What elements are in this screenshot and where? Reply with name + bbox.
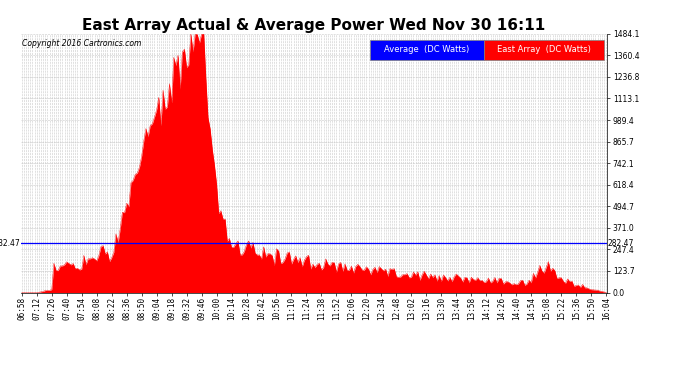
Text: Average  (DC Watts): Average (DC Watts) bbox=[384, 45, 469, 54]
Text: 282.47: 282.47 bbox=[608, 239, 634, 248]
Text: Copyright 2016 Cartronics.com: Copyright 2016 Cartronics.com bbox=[22, 39, 141, 48]
FancyBboxPatch shape bbox=[370, 40, 484, 60]
FancyBboxPatch shape bbox=[484, 40, 604, 60]
Text: +282.47: +282.47 bbox=[0, 239, 20, 248]
Text: East Array  (DC Watts): East Array (DC Watts) bbox=[497, 45, 591, 54]
Title: East Array Actual & Average Power Wed Nov 30 16:11: East Array Actual & Average Power Wed No… bbox=[82, 18, 546, 33]
